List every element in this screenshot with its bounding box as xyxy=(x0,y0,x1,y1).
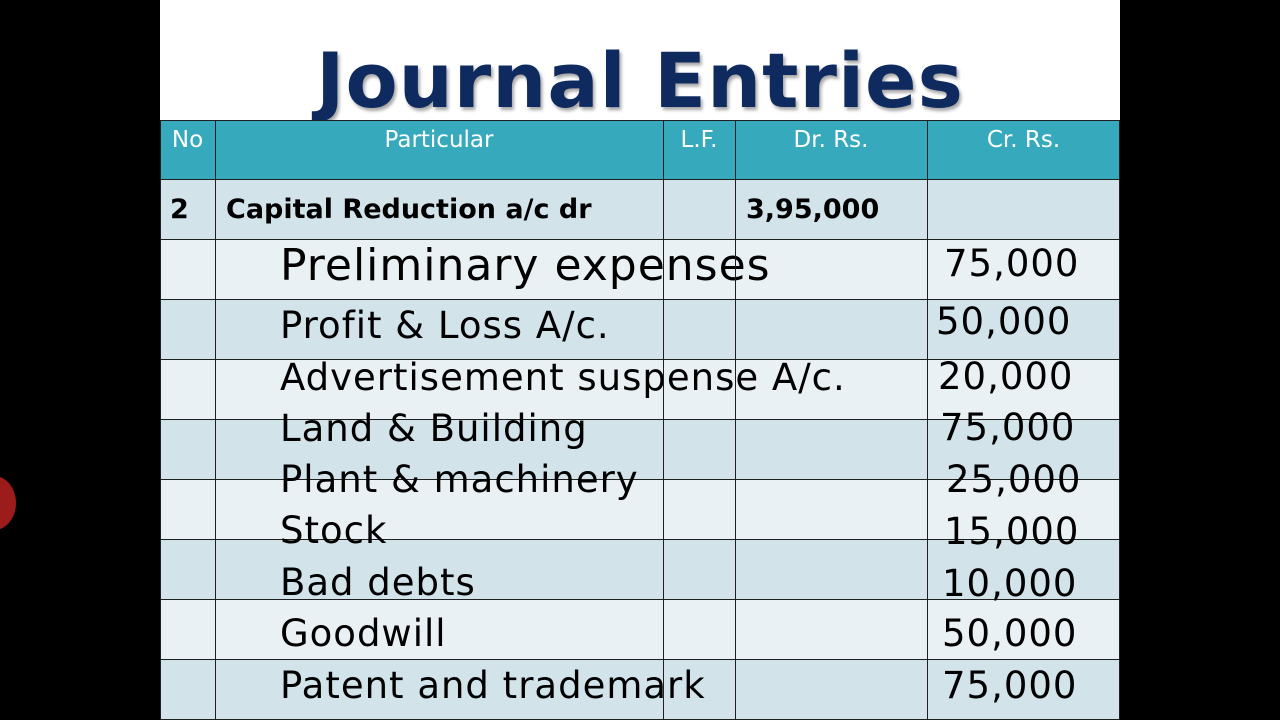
table-row: Plant & machinery 25,000 xyxy=(160,458,1120,540)
header-cr: Cr. Rs. xyxy=(986,127,1061,153)
table-row: Preliminary expenses 75,000 xyxy=(160,240,1120,300)
credit-amount: 75,000 xyxy=(940,406,1076,449)
debit-amount: 3,95,000 xyxy=(746,194,880,225)
table-row: Stock 15,000 xyxy=(160,509,1120,600)
credit-amount: 50,000 xyxy=(936,300,1072,343)
slide: Journal Entries No Particular L.F. Dr. R… xyxy=(160,0,1120,720)
table-row: Goodwill 50,000 xyxy=(160,612,1120,720)
table-row-debit: 2 Capital Reduction a/c dr 3,95,000 xyxy=(160,180,1120,240)
entry-no: 2 xyxy=(170,194,189,225)
column-divider xyxy=(215,120,216,720)
header-lf: L.F. xyxy=(680,127,718,153)
table-row: Profit & Loss A/c. 50,000 xyxy=(160,300,1120,360)
credit-amount: 10,000 xyxy=(942,562,1078,605)
credit-particular: Preliminary expenses xyxy=(280,240,771,291)
column-divider xyxy=(160,120,161,720)
header-particular: Particular xyxy=(384,127,494,153)
credit-particular: Land & Building xyxy=(280,407,588,450)
credit-amount: 15,000 xyxy=(944,510,1080,553)
table-row: Advertisement suspense A/c. 20,000 xyxy=(160,355,1120,420)
column-divider xyxy=(1119,120,1120,720)
credit-particular: Patent and trademark xyxy=(280,664,706,707)
credit-particular: Plant & machinery xyxy=(280,458,639,501)
credit-amount: 50,000 xyxy=(942,612,1078,655)
header-dr: Dr. Rs. xyxy=(793,127,869,153)
credit-particular: Advertisement suspense A/c. xyxy=(280,356,846,399)
recording-indicator xyxy=(0,476,16,530)
debit-particular: Capital Reduction a/c dr xyxy=(226,194,592,225)
column-divider xyxy=(735,120,736,720)
table-header-row: No Particular L.F. Dr. Rs. Cr. Rs. xyxy=(160,120,1120,180)
credit-amount: 75,000 xyxy=(944,242,1080,285)
credit-particular: Stock xyxy=(280,509,388,552)
credit-particular: Bad debts xyxy=(280,561,476,604)
credit-amount: 75,000 xyxy=(942,664,1078,707)
table-row: Patent and trademark 75,000 xyxy=(160,660,1120,720)
table-row: Bad debts 10,000 xyxy=(160,561,1120,660)
table-row: Land & Building 75,000 xyxy=(160,406,1120,480)
credit-amount: 20,000 xyxy=(938,355,1074,398)
column-divider xyxy=(927,120,928,720)
credit-particular: Profit & Loss A/c. xyxy=(280,304,610,347)
slide-title: Journal Entries xyxy=(316,36,964,125)
column-divider xyxy=(663,120,664,720)
credit-particular: Goodwill xyxy=(280,612,447,655)
credit-amount: 25,000 xyxy=(946,458,1082,501)
header-no: No xyxy=(171,127,204,153)
journal-table: No Particular L.F. Dr. Rs. Cr. Rs. 2 Cap… xyxy=(160,120,1120,720)
